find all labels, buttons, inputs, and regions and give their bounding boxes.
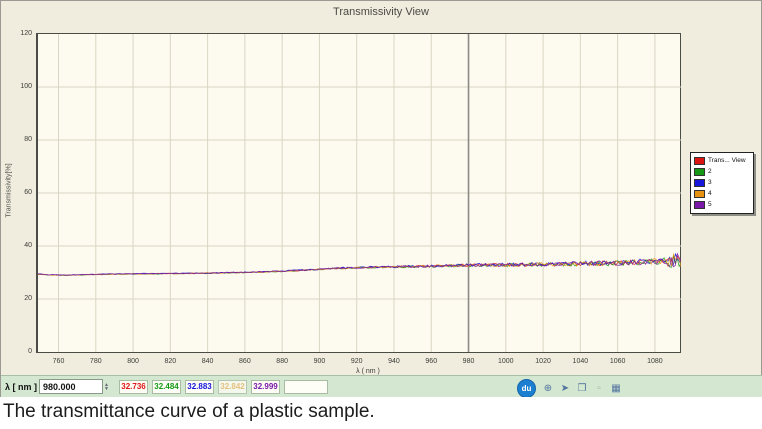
x-tick-label: 920 (350, 358, 363, 365)
lambda-label: λ [ nm ] (5, 381, 38, 392)
x-tick-label: 980 (462, 358, 475, 365)
tool-icons: ⊕ ➤ ❐ ▫ ▦ (542, 383, 627, 394)
legend-item-3[interactable]: 3 (694, 178, 751, 187)
legend-item-5[interactable]: 5 (694, 200, 751, 209)
legend-item-1[interactable]: Trans... View (694, 156, 751, 165)
x-tick-label: 900 (313, 358, 326, 365)
caption-text: The transmittance curve of a plastic sam… (3, 401, 375, 422)
series-line-1 (38, 254, 681, 276)
lambda-input[interactable] (39, 379, 104, 394)
x-axis-label: λ ( nm ) (356, 368, 380, 375)
readout-value-5: 32.999 (251, 379, 281, 394)
y-tick-label: 60 (24, 189, 32, 196)
x-tick-label: 760 (52, 358, 65, 365)
x-tick-label: 800 (127, 358, 139, 365)
x-tick-label: 1060 (609, 358, 626, 365)
x-tick-label: 1000 (498, 358, 514, 365)
legend-item-2[interactable]: 2 (694, 167, 751, 176)
x-tick-label: 960 (425, 358, 438, 365)
status-bar: λ [ nm ] ▲▼ 32.73632.48432.88332.84232.9… (1, 375, 762, 398)
y-tick-label: 80 (24, 136, 32, 143)
cursor-readouts: 32.736 32.484 32.883 32.842 32.999 (119, 379, 332, 394)
y-tick-label: 20 (24, 295, 32, 302)
legend-swatch (694, 189, 705, 198)
legend-swatch (694, 167, 705, 176)
legend-item-4[interactable]: 4 (694, 189, 751, 198)
y-tick-label: 100 (20, 83, 32, 90)
legend-label: 2 (708, 168, 712, 175)
lambda-spinner[interactable]: ▲ ▼ (104, 381, 109, 392)
copy-icon[interactable]: ❐ (577, 383, 587, 394)
x-tick-label: 1080 (647, 358, 663, 365)
y-tick-label: 120 (20, 30, 32, 37)
x-tick-label: 1020 (535, 358, 551, 365)
y-tick-label: 40 (24, 242, 32, 249)
legend-label: Trans... View (708, 157, 746, 164)
y-tick-label: 0 (28, 348, 32, 355)
x-tick-label: 860 (239, 358, 251, 365)
x-tick-label: 880 (276, 358, 288, 365)
series-line-5 (38, 252, 681, 276)
series-line-2 (38, 255, 681, 276)
legend-label: 4 (708, 190, 712, 197)
graph-toolbar: du ⊕ ➤ ❐ ▫ ▦ (517, 379, 627, 398)
legend[interactable]: Trans... View 2 3 4 5 (690, 152, 754, 214)
legend-swatch (694, 156, 705, 165)
zoom-icon[interactable]: ⊕ (543, 383, 553, 394)
chart-title: Transmissivity View (333, 6, 429, 18)
chart-canvas[interactable] (38, 34, 681, 352)
brand-logo[interactable]: du (517, 379, 536, 398)
x-tick-label: 940 (388, 358, 400, 365)
legend-swatch (694, 178, 705, 187)
legend-label: 5 (708, 201, 712, 208)
series-line-3 (38, 252, 681, 276)
x-tick-label: 840 (201, 358, 214, 365)
readout-value-6 (284, 379, 329, 394)
plot-area[interactable]: 0 20 40 60 80 100 120 760 780 800 820 840 860 880 900… (20, 30, 681, 375)
cursor-icon[interactable]: ➤ (560, 383, 570, 394)
legend-swatch (694, 200, 705, 209)
series-line-4 (38, 252, 681, 276)
grid-icon[interactable]: ▦ (611, 383, 621, 394)
readout-value-2: 32.484 (152, 379, 182, 394)
readout-value-1: 32.736 (119, 379, 149, 394)
x-tick-label: 1040 (572, 358, 589, 365)
readout-value-3: 32.883 (185, 379, 215, 394)
legend-label: 3 (708, 179, 712, 186)
x-tick-label: 780 (89, 358, 102, 365)
x-tick-label: 820 (164, 358, 177, 365)
caption-area: The transmittance curve of a plastic sam… (0, 397, 762, 429)
readout-value-4: 32.842 (218, 379, 248, 394)
pan-icon[interactable]: ▫ (597, 383, 601, 394)
